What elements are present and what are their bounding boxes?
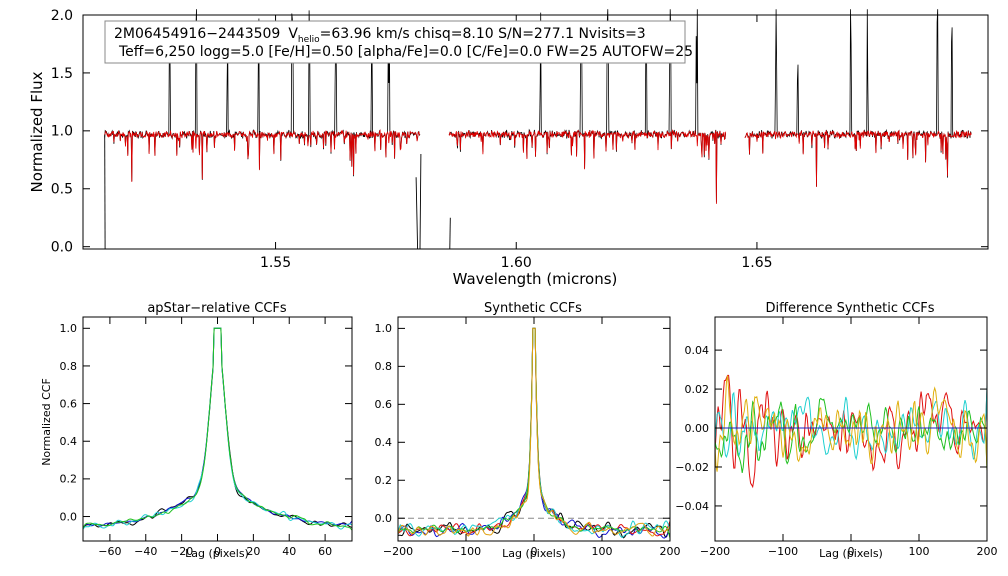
ccf-difference-xtick-label: 0: [848, 545, 855, 558]
ccf-difference-ytick-label: 0.00: [685, 422, 710, 435]
ccf-synthetic-panel: Synthetic CCFs −200 −100 0 100 200 0.0 0.2 0.4 0…: [375, 301, 681, 560]
ccf-apstar-ytick-label: 0.6: [60, 397, 78, 410]
ccf-apstar-xtick-label: 20: [246, 545, 260, 558]
ccf-difference-ytick-label: −0.02: [675, 461, 709, 474]
spectrum-annotation-line1: 2M06454916−2443509 Vhelio=63.96 km/s chis…: [114, 26, 646, 45]
spectrum-absorption-feature: [415, 153, 422, 250]
ccf-series-line: [82, 327, 353, 531]
ccf-synthetic-ticks: −200 −100 0 100 200 0.0 0.2 0.4 0.6 0.8 1.0: [375, 317, 681, 558]
ccf-apstar-ytick-label: 1.0: [60, 322, 78, 335]
ccf-series-line: [397, 327, 671, 538]
ccf-apstar-ytick-label: 0.8: [60, 360, 78, 373]
ccf-apstar-ylabel: Normalized CCF: [40, 378, 53, 466]
spectrum-ytick-label: 1.5: [51, 66, 73, 82]
spectrum-xtick-label: 1.60: [501, 255, 532, 271]
ccf-difference-series-group: [714, 374, 988, 489]
ccf-synthetic-title: Synthetic CCFs: [484, 301, 582, 316]
ccf-synthetic-xtick-label: 100: [592, 545, 613, 558]
ccf-difference-xlabel: Lag (pixels): [819, 547, 883, 560]
fit-summary: =63.96 km/s chisq=8.10 S/N=277.1 Nvisits…: [320, 26, 646, 42]
ccf-synthetic-ytick-label: 0.4: [375, 436, 393, 449]
ccf-apstar-title: apStar−relative CCFs: [147, 301, 287, 316]
v-helio-symbol: V: [288, 26, 298, 42]
spectrum-annotation-line2: Teff=6,250 logg=5.0 [Fe/H]=0.50 [alpha/F…: [118, 44, 693, 60]
ccf-synthetic-xtick-label: −200: [383, 545, 413, 558]
ccf-apstar-xlabel: Lag (pixels): [185, 547, 249, 560]
ccf-difference-xtick-label: −100: [768, 545, 798, 558]
ccf-synthetic-axes-frame: [397, 316, 671, 542]
ccf-apstar-xtick-label: 60: [318, 545, 332, 558]
spectrum-model-line: [744, 129, 972, 187]
spectrum-model-line: [104, 129, 421, 182]
spectrum-ytick-label: 2.0: [51, 8, 73, 24]
ccf-apstar-series-group: [82, 327, 353, 531]
ccf-apstar-xtick-label: −20: [170, 545, 193, 558]
ccf-series-line: [82, 327, 353, 529]
ccf-apstar-xtick-label: −40: [134, 545, 157, 558]
spectrum-ytick-label: 1.0: [51, 124, 73, 140]
ccf-synthetic-ytick-label: 1.0: [375, 322, 393, 335]
ccf-series-line: [397, 327, 671, 537]
spectrum-absorption-feature: [449, 217, 451, 250]
spectrum-model-line: [448, 129, 726, 204]
ccf-difference-ytick-label: 0.04: [685, 344, 710, 357]
ccf-difference-xtick-label: −200: [700, 545, 730, 558]
ccf-synthetic-ytick-label: 0.0: [375, 512, 393, 525]
spectrum-ytick-label: 0.5: [51, 182, 73, 198]
spectrum-axes-frame: [82, 14, 989, 250]
spectrum-ytick-label: 0.0: [51, 240, 73, 256]
v-helio-subscript: helio: [298, 35, 320, 45]
ccf-apstar-xtick-label: 40: [282, 545, 296, 558]
ccf-apstar-ytick-label: 0.0: [60, 510, 78, 523]
ccf-difference-line: [714, 397, 988, 473]
ccf-synthetic-xtick-label: 200: [660, 545, 681, 558]
ccf-difference-line: [714, 385, 988, 461]
ccf-difference-xtick-label: 100: [909, 545, 930, 558]
ccf-synthetic-series-group: [397, 327, 671, 539]
ccf-synthetic-ytick-label: 0.6: [375, 398, 393, 411]
ccf-difference-panel: Difference Synthetic CCFs −200 −100 0 100 20…: [675, 301, 997, 560]
ccf-difference-ytick-label: −0.04: [675, 500, 709, 513]
ccf-apstar-ytick-label: 0.2: [60, 473, 78, 486]
ccf-synthetic-xlabel: Lag (pixels): [502, 547, 566, 560]
ccf-difference-ticks: −200 −100 0 100 200 −0.04 −0.02 0.00 0.02 0.04: [675, 317, 998, 558]
star-id: 2M06454916−2443509: [114, 26, 280, 42]
spectrum-xtick-label: 1.55: [260, 255, 291, 271]
ccf-series-line: [397, 327, 671, 539]
ccf-difference-line: [714, 374, 988, 489]
ccf-apstar-ytick-label: 0.4: [60, 435, 78, 448]
ccf-series-line: [82, 327, 353, 530]
spectrum-annotation-box: [104, 20, 686, 64]
ccf-series-line: [397, 327, 671, 539]
ccf-difference-xtick-label: 200: [977, 545, 998, 558]
spectrum-xlabel: Wavelength (microns): [453, 270, 618, 288]
ccf-series-line: [82, 327, 353, 530]
spectrum-ticks: 1.55 1.60 1.65 0.0 0.5 1.0 1.5 2.0: [51, 8, 988, 271]
ccf-apstar-xtick-label: −60: [98, 545, 121, 558]
ccf-apstar-xtick-label: 0: [214, 545, 221, 558]
ccf-apstar-panel: apStar−relative CCFs −60 −40 −20 0 20 40 60 0.0…: [40, 301, 353, 560]
ccf-difference-ytick-label: 0.02: [685, 383, 710, 396]
ccf-synthetic-ytick-label: 0.8: [375, 360, 393, 373]
spectrum-ylabel: Normalized Flux: [28, 71, 46, 192]
ccf-synthetic-xtick-label: −100: [451, 545, 481, 558]
ccf-series-line: [397, 327, 671, 537]
ccf-synthetic-xtick-label: 0: [531, 545, 538, 558]
spectrum-panel: 1.55 1.60 1.65 0.0 0.5 1.0 1.5 2.0 2M06454916−2…: [28, 8, 989, 288]
ccf-apstar-ticks: −60 −40 −20 0 20 40 60 0.0 0.2 0.4 0.6 0.8 1.0: [60, 317, 352, 558]
ccf-difference-line: [714, 375, 988, 472]
ccf-apstar-axes-frame: [82, 316, 353, 542]
spectrum-xtick-label: 1.65: [741, 255, 772, 271]
ccf-series-line: [397, 327, 671, 539]
spectrum-observed-line: [744, 9, 972, 187]
ccf-synthetic-ytick-label: 0.2: [375, 474, 393, 487]
ccf-difference-title: Difference Synthetic CCFs: [765, 301, 934, 316]
